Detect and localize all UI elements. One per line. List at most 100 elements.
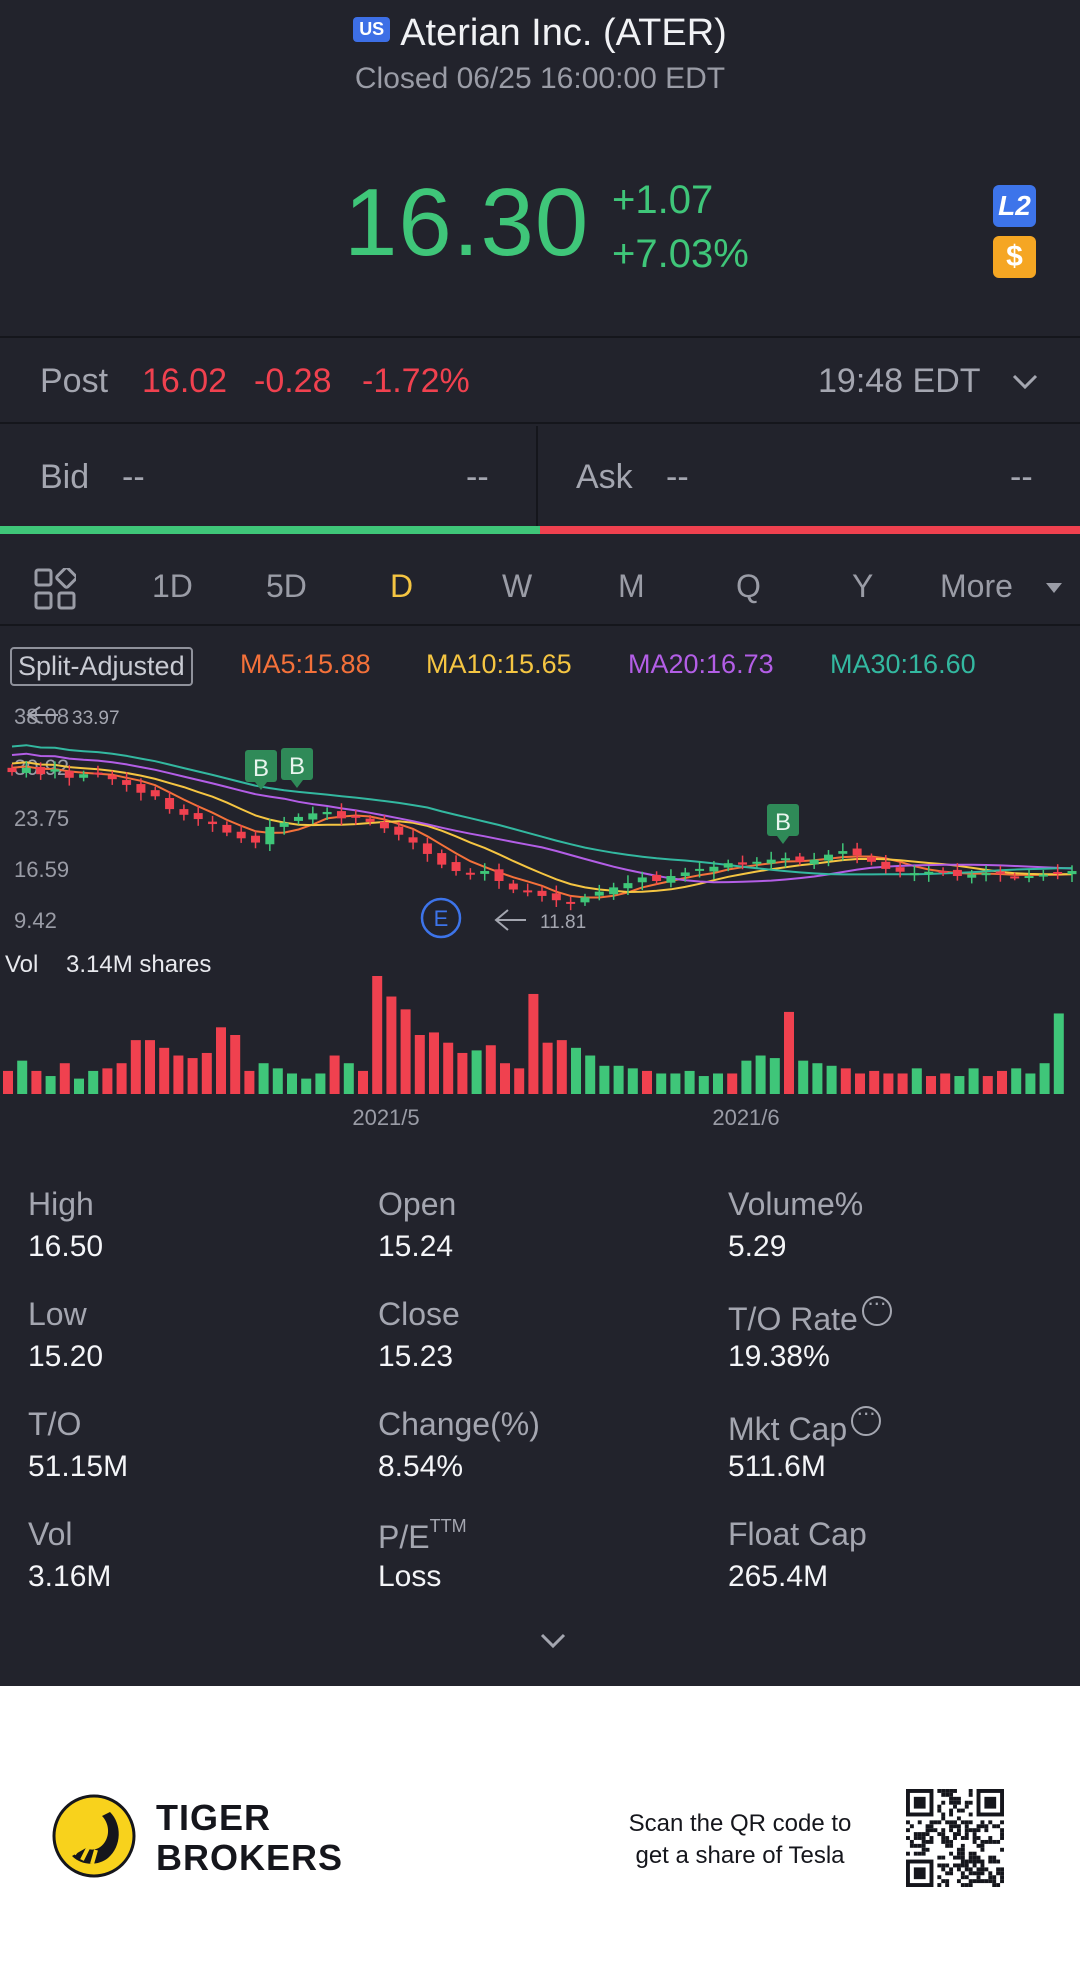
volume-label: Vol <box>5 951 38 978</box>
info-icon[interactable] <box>851 1400 882 1436</box>
candle-body <box>21 767 31 773</box>
volume-bar <box>812 1063 823 1094</box>
ma-line-5 <box>11 765 1073 899</box>
bid-label: Bid <box>40 458 90 496</box>
volume-bar <box>940 1073 951 1094</box>
volume-bar <box>315 1073 326 1094</box>
candle-body <box>823 854 833 861</box>
tab-y[interactable]: Y <box>852 568 874 604</box>
candle-body <box>64 770 74 778</box>
volume-value: 3.14M shares <box>66 951 211 978</box>
y-tick-label: 16.59 <box>14 857 69 882</box>
volume-bar <box>1053 1013 1064 1094</box>
volume-bar <box>840 1068 851 1094</box>
candle-body <box>566 901 576 904</box>
candle-body <box>551 893 561 901</box>
stat-mkt-cap-label: Mkt Cap <box>728 1400 882 1448</box>
volume-bar <box>982 1076 993 1094</box>
candle-body <box>523 890 533 893</box>
tab-q[interactable]: Q <box>736 568 761 604</box>
candle-body <box>293 816 303 821</box>
buy-marker-1[interactable]: B <box>245 750 277 790</box>
candle-body <box>952 869 962 877</box>
candle-body <box>738 862 748 865</box>
stat-mkt-cap-text: Mkt Cap <box>728 1411 848 1447</box>
candle-body <box>379 821 389 829</box>
candle-body <box>637 877 647 883</box>
candle-body <box>322 811 332 815</box>
brand-line1: TIGER <box>156 1797 272 1838</box>
stat-to-rate-text: T/O Rate <box>728 1301 858 1337</box>
volume-bar <box>429 1032 439 1094</box>
indicator-row: Split-Adjusted MA5:15.88 MA10:15.65 MA20… <box>0 645 1080 686</box>
candle-body <box>1067 871 1077 875</box>
stat-pe-sup: TTM <box>429 1516 467 1536</box>
y-tick-label: 23.75 <box>14 806 69 831</box>
candle-body <box>938 870 948 873</box>
volume-bar <box>826 1065 837 1094</box>
footer-banner: TIGER BROKERS Scan the QR code to get a … <box>0 1686 1080 1988</box>
candle-body <box>136 784 146 793</box>
qr-caption: Scan the QR code to get a share of Tesla <box>590 1808 890 1872</box>
qr-code-icon[interactable] <box>906 1789 1004 1887</box>
info-icon[interactable] <box>861 1290 892 1326</box>
caret-down-icon[interactable] <box>1044 580 1064 596</box>
candle-body <box>336 811 346 819</box>
candle-body <box>222 824 232 833</box>
grid-layout-icon[interactable] <box>34 568 76 610</box>
volume-bar <box>485 1045 496 1094</box>
dollar-icon[interactable]: $ <box>993 236 1036 278</box>
volume-bar <box>755 1055 766 1094</box>
candle-body <box>981 873 991 876</box>
expand-chevron-icon[interactable] <box>538 1625 568 1655</box>
stat-change-pct-value: 8.54% <box>378 1450 464 1483</box>
stat-to-rate-value: 19.38% <box>728 1340 830 1373</box>
candle-body <box>79 774 89 778</box>
ask-size: -- <box>1010 458 1033 496</box>
volume-bar <box>457 1052 468 1094</box>
candle-body <box>580 897 590 903</box>
tab-d[interactable]: D <box>390 568 414 604</box>
candle-body <box>895 867 905 872</box>
volume-bar <box>642 1070 652 1094</box>
candle-body <box>394 826 404 835</box>
post-market-row[interactable]: Post 16.02 -0.28 -1.72% 19:48 EDT <box>0 340 1080 424</box>
chevron-down-icon[interactable] <box>1010 370 1040 394</box>
ma30-value: MA30:16.60 <box>830 649 976 679</box>
brand-name: TIGER BROKERS <box>156 1798 343 1878</box>
candle-body <box>1053 872 1063 875</box>
candle-body <box>208 821 218 825</box>
volume-bar <box>471 1050 482 1094</box>
buy-marker-3[interactable]: B <box>767 804 799 844</box>
split-adjusted-toggle[interactable]: Split-Adjusted <box>10 647 193 686</box>
market-badge: US <box>353 17 391 42</box>
earnings-label: E <box>434 906 449 931</box>
tab-1d[interactable]: 1D <box>152 568 193 604</box>
y-tick-label: 38.08 <box>14 704 69 729</box>
tab-m[interactable]: M <box>618 568 645 604</box>
candle-body <box>365 818 375 822</box>
level2-icon[interactable]: L2 <box>993 185 1036 227</box>
tab-5d[interactable]: 5D <box>266 568 307 604</box>
stat-float-cap-label: Float Cap <box>728 1516 867 1552</box>
volume-bar <box>897 1073 908 1094</box>
stat-close-value: 15.23 <box>378 1340 454 1373</box>
bid-ask-row: Bid -- -- Ask -- -- <box>0 426 1080 534</box>
buy-marker-2[interactable]: B <box>281 748 313 788</box>
candle-body <box>666 876 676 883</box>
volume-bar <box>769 1058 780 1094</box>
brand-line2: BROKERS <box>156 1837 344 1878</box>
candle-body <box>781 858 791 861</box>
volume-bar <box>883 1073 894 1094</box>
volume-bar <box>301 1078 312 1094</box>
post-change-percent: -1.72% <box>362 362 470 400</box>
bid-price: -- <box>122 458 145 496</box>
tab-more[interactable]: More <box>940 568 1013 605</box>
tab-w[interactable]: W <box>502 568 533 604</box>
earnings-marker[interactable]: E <box>420 897 462 939</box>
y-tick-label: 9.42 <box>14 908 57 933</box>
candle-body <box>924 871 934 875</box>
volume-bar <box>17 1060 28 1094</box>
